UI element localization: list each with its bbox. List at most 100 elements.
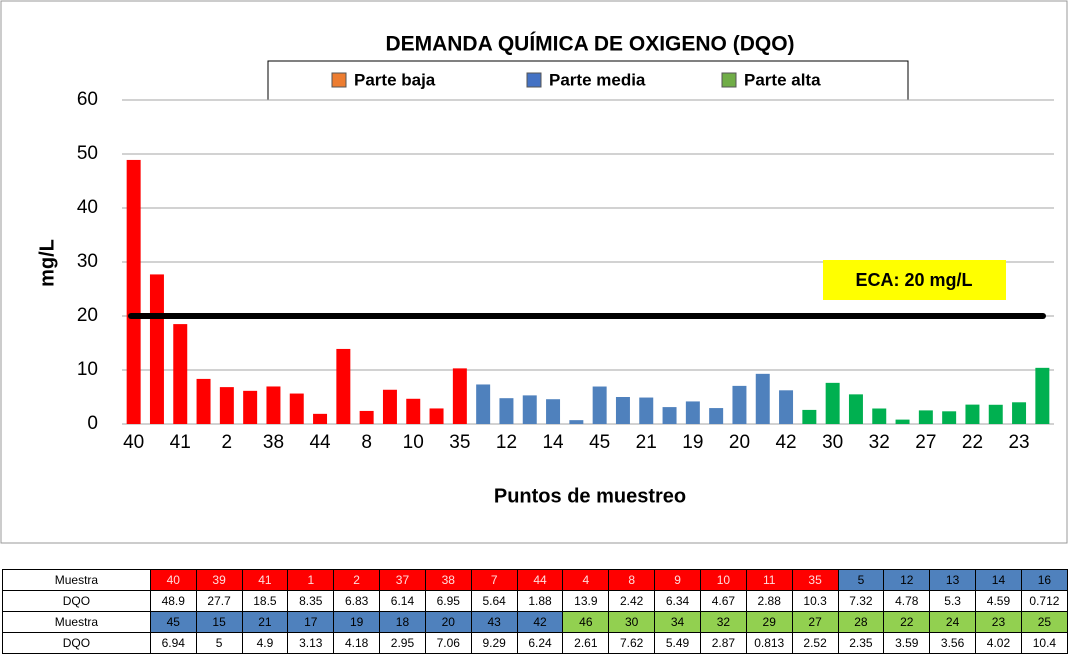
table-cell: 11	[745, 569, 793, 591]
bar	[755, 373, 770, 424]
x-tick-label: 23	[1008, 432, 1029, 453]
x-axis-title: Puntos de muestreo	[494, 485, 686, 507]
table-cell: 6.83	[333, 590, 381, 612]
x-tick-label: 8	[361, 432, 372, 453]
bar	[243, 390, 258, 424]
table-cell: 9.29	[470, 632, 518, 654]
table-cell: 21	[241, 611, 289, 633]
x-tick-label: 10	[403, 432, 424, 453]
table-cell: 18	[379, 611, 426, 633]
table-cell: 6.14	[379, 590, 426, 612]
bar	[196, 378, 211, 424]
table-row: Muestra 45 15 21 17 19 18 20 43 42 46 30 34 32 29 27 28 2…	[2, 611, 1068, 633]
bar	[918, 410, 933, 424]
table-cell: 44	[516, 569, 564, 591]
table-cell: 17	[287, 611, 335, 633]
chart: DEMANDA QUÍMICA DE OXIGENO (DQO) Puntos …	[0, 0, 1068, 544]
table-cell: 23	[975, 611, 1022, 633]
table-cell: 10	[699, 569, 747, 591]
bar	[149, 274, 164, 424]
table-cell: 30	[608, 611, 656, 633]
table-cell: DQO	[2, 590, 151, 612]
table-cell: 28	[837, 611, 885, 633]
table-cell: 45	[149, 611, 197, 633]
x-tick-label: 38	[263, 432, 284, 453]
table-cell: 19	[333, 611, 381, 633]
table-cell: 4.59	[975, 590, 1022, 612]
table-cell: 0.813	[745, 632, 793, 654]
table-cell: 27	[791, 611, 839, 633]
y-tick-label: 30	[77, 251, 98, 272]
bar	[848, 394, 863, 424]
table-cell: 6.95	[424, 590, 472, 612]
x-tick-label: 2	[222, 432, 233, 453]
x-tick-label: 12	[496, 432, 517, 453]
y-tick-label: 50	[77, 143, 98, 164]
bar	[382, 389, 397, 424]
table-cell: 14	[975, 569, 1022, 591]
table-cell: 15	[195, 611, 243, 633]
table-cell: 3.13	[287, 632, 335, 654]
bar	[522, 395, 537, 424]
table-cell: 4	[562, 569, 610, 591]
table-cell: Muestra	[2, 569, 151, 591]
table-cell: 27.7	[195, 590, 243, 612]
x-tick-label: 40	[123, 432, 144, 453]
table-cell: 29	[745, 611, 793, 633]
bar	[592, 386, 607, 424]
bar	[779, 390, 794, 424]
table-cell: 38	[424, 569, 472, 591]
table-cell: 6.24	[516, 632, 564, 654]
table-cell: 1.88	[516, 590, 564, 612]
table-cell: 46	[562, 611, 610, 633]
bar	[126, 159, 141, 424]
bar	[732, 385, 747, 424]
bar	[685, 401, 700, 424]
x-tick-label: 42	[775, 432, 796, 453]
table-cell: 18.5	[241, 590, 289, 612]
table-cell: 20	[424, 611, 472, 633]
bar	[429, 408, 444, 424]
x-tick-label: 41	[170, 432, 191, 453]
bar	[895, 419, 910, 424]
y-tick-label: 60	[77, 89, 98, 110]
bar	[615, 397, 630, 424]
table-row: DQO 6.94 5 4.9 3.13 4.18 2.95 7.06 9.29 6.24 2.61 7…	[2, 632, 1068, 654]
table-cell: 7	[470, 569, 518, 591]
table-cell: DQO	[2, 632, 151, 654]
bar	[336, 348, 351, 424]
table-cell: 2.95	[379, 632, 426, 654]
bar	[359, 410, 374, 424]
chart-title: DEMANDA QUÍMICA DE OXIGENO (DQO)	[385, 33, 794, 56]
table-cell: 48.9	[149, 590, 197, 612]
x-tick-label: 30	[822, 432, 843, 453]
bar	[266, 386, 281, 424]
table-cell: 34	[654, 611, 701, 633]
table-cell: 4.02	[975, 632, 1022, 654]
bar	[1012, 402, 1027, 424]
table-cell: 42	[516, 611, 564, 633]
legend-label: Parte baja	[354, 70, 436, 89]
table-row: Muestra 40 39 41 1 2 37 38 7 44 4 8 9 10 11 35 5 12 13 14 16	[2, 569, 1068, 591]
table-cell: 2.87	[699, 632, 747, 654]
bar	[476, 384, 491, 424]
table-cell: 13.9	[562, 590, 610, 612]
table-cell: 32	[699, 611, 747, 633]
table-cell: 5	[837, 569, 885, 591]
x-tick-label: 27	[915, 432, 936, 453]
table-cell: 2	[333, 569, 381, 591]
table-cell: 4.67	[699, 590, 747, 612]
table-cell: 2.52	[791, 632, 839, 654]
legend-box	[267, 60, 909, 101]
table-row: DQO 48.9 27.7 18.5 8.35 6.83 6.14 6.95 5.64 1.88 1…	[2, 590, 1068, 612]
legend-swatch	[526, 72, 542, 88]
x-tick-label: 14	[542, 432, 564, 453]
table-cell: 37	[379, 569, 426, 591]
table-cell: 2.61	[562, 632, 610, 654]
reference-label-box	[823, 260, 1006, 300]
table-cell: 39	[195, 569, 243, 591]
table-cell: 43	[470, 611, 518, 633]
table-cell: 7.62	[608, 632, 656, 654]
table-cell: 1	[287, 569, 335, 591]
